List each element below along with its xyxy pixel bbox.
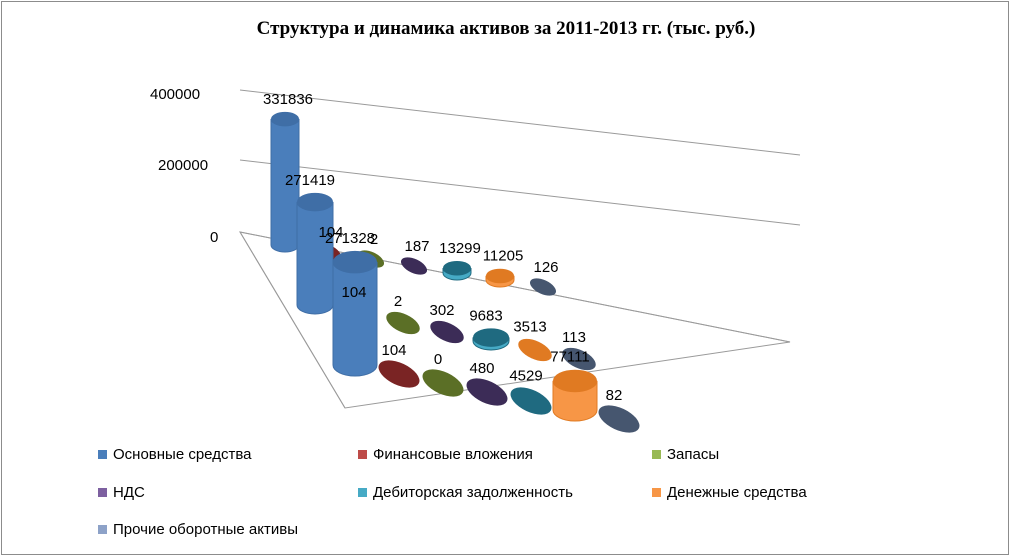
y-tick-label: 0 xyxy=(210,229,218,246)
data-label: 302 xyxy=(429,302,454,319)
bar-1-6 xyxy=(562,347,596,371)
bar-top xyxy=(386,311,420,335)
bar-1-0 xyxy=(296,192,334,315)
bar-0-4 xyxy=(442,260,472,281)
bar-1-2 xyxy=(386,311,420,335)
bar-top xyxy=(333,250,377,273)
bar-2-0 xyxy=(332,250,378,377)
bar-2-6 xyxy=(598,405,640,433)
y-tick-label: 400000 xyxy=(150,86,200,103)
bar-top xyxy=(598,405,640,433)
bar-top xyxy=(473,328,509,347)
data-label: 126 xyxy=(533,259,558,276)
bar-2-3 xyxy=(466,378,508,406)
data-label: 2 xyxy=(394,293,402,310)
y-tick-label: 200000 xyxy=(158,157,208,174)
bar-2-4 xyxy=(510,387,552,415)
data-label: 9683 xyxy=(469,307,502,324)
bar-top xyxy=(486,268,514,283)
bar-0-6 xyxy=(529,278,557,296)
wall-line-top xyxy=(239,89,801,156)
bar-top xyxy=(518,338,552,362)
bar-0-3 xyxy=(400,257,428,275)
bar-2-2 xyxy=(422,369,464,397)
data-label: 13299 xyxy=(439,240,481,257)
data-label: 104 xyxy=(318,224,343,241)
data-label: 77111 xyxy=(550,349,590,366)
bar-0-5 xyxy=(485,268,515,288)
data-label: 271419 xyxy=(285,172,335,189)
bar-top xyxy=(443,260,471,275)
data-label: 104 xyxy=(341,284,366,301)
wall-line-mid xyxy=(239,159,801,226)
bar-body xyxy=(296,201,334,315)
bar-top xyxy=(466,378,508,406)
data-label: 271328 xyxy=(325,230,375,247)
bar-1-4 xyxy=(472,328,510,351)
bar-top xyxy=(529,278,557,296)
data-label: 331836 xyxy=(263,91,313,108)
bar-top xyxy=(378,360,420,388)
bar-top xyxy=(297,192,333,211)
bar-2-5 xyxy=(552,369,598,422)
wall-line-left xyxy=(239,231,346,409)
bar-top xyxy=(553,369,597,392)
chart-title: Структура и динамика активов за 2011-201… xyxy=(256,18,756,39)
data-label: 187 xyxy=(404,238,429,255)
data-label: 3513 xyxy=(513,319,546,336)
bar-top xyxy=(510,387,552,415)
data-label: 480 xyxy=(469,360,494,377)
bar-top xyxy=(430,320,464,344)
data-label: 104 xyxy=(381,342,406,359)
bar-1-5 xyxy=(518,338,552,362)
bar-top xyxy=(422,369,464,397)
bar-top xyxy=(271,111,299,126)
data-label: 113 xyxy=(562,329,586,346)
data-label: 4529 xyxy=(509,367,542,384)
bar-body xyxy=(332,261,378,377)
data-label: 82 xyxy=(606,387,623,404)
bar-1-3 xyxy=(430,320,464,344)
bar-top xyxy=(400,257,428,275)
bar-top xyxy=(562,347,596,371)
bar-2-1 xyxy=(378,360,420,388)
bar-0-0 xyxy=(270,111,300,253)
data-label: 11205 xyxy=(483,248,524,265)
data-label: 0 xyxy=(434,351,442,368)
data-label: 2 xyxy=(370,231,378,248)
